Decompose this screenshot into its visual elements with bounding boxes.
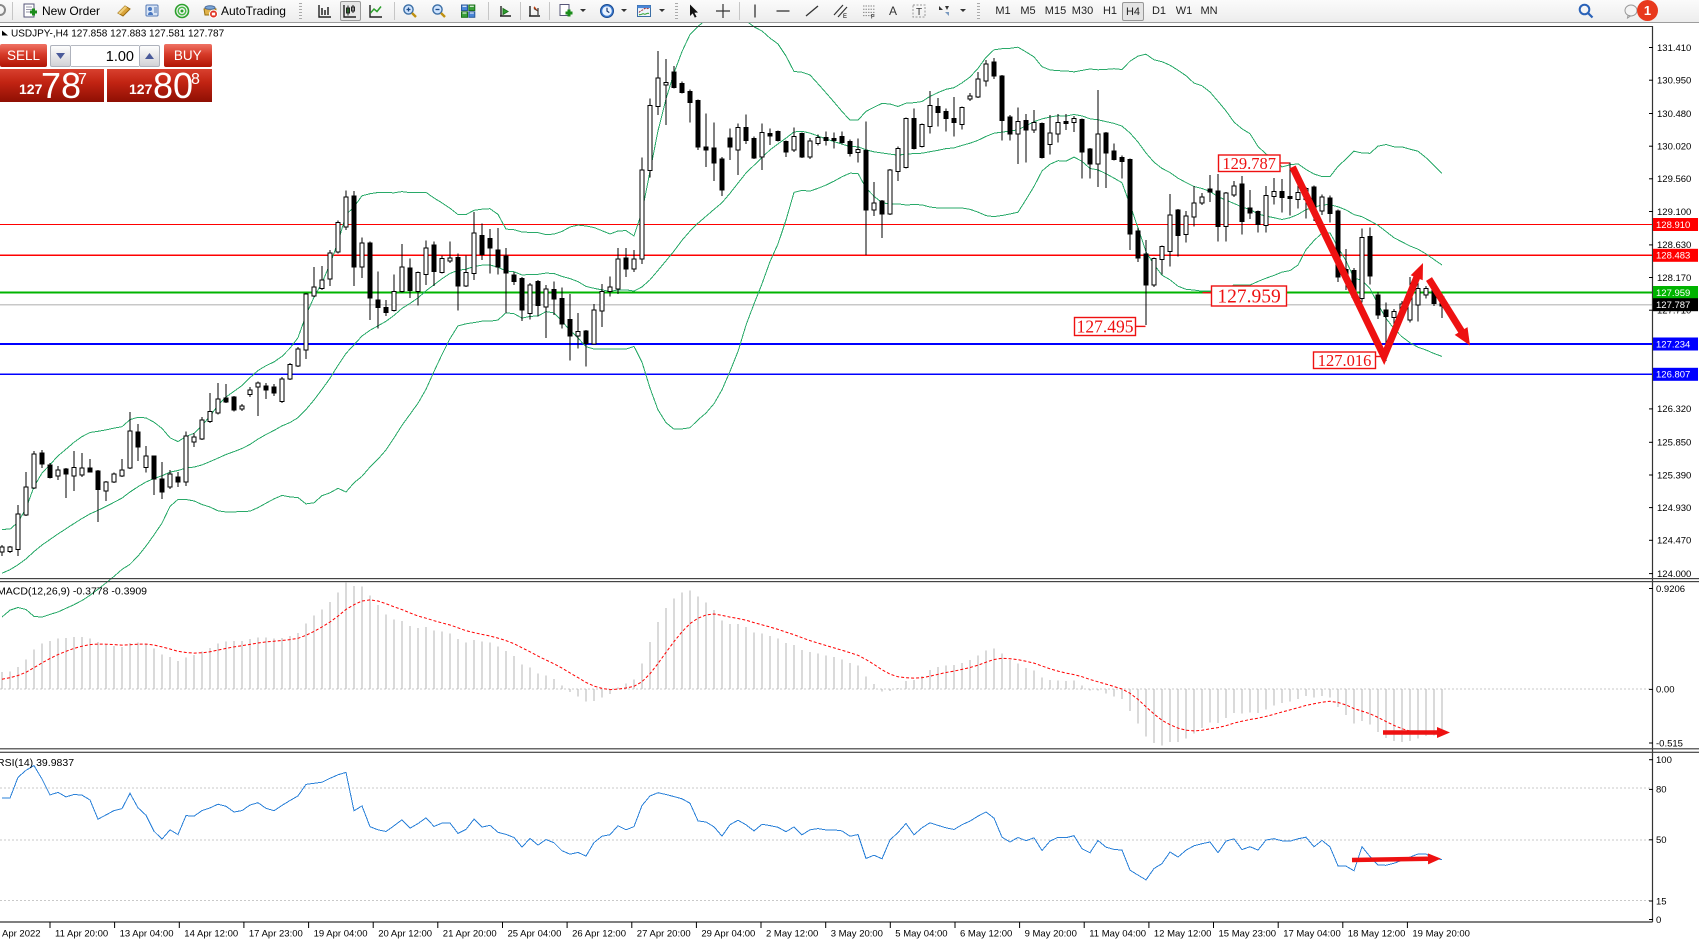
svg-text:124.930: 124.930 xyxy=(1657,503,1691,514)
svg-text:126.320: 126.320 xyxy=(1657,404,1691,415)
svg-text:E: E xyxy=(843,14,847,19)
svg-text:128.483: 128.483 xyxy=(1656,251,1690,262)
svg-text:130.020: 130.020 xyxy=(1657,142,1691,153)
svg-text:127.016: 127.016 xyxy=(1318,351,1372,370)
svg-text:USDJPY-,H4 127.858 127.883 12: USDJPY-,H4 127.858 127.883 127.581 127.7… xyxy=(11,29,225,40)
svg-text:3 May 20:00: 3 May 20:00 xyxy=(831,929,883,940)
svg-text:128.630: 128.630 xyxy=(1657,240,1691,251)
svg-text:124.470: 124.470 xyxy=(1657,536,1691,547)
svg-text:11 May 04:00: 11 May 04:00 xyxy=(1089,929,1146,940)
svg-text:130.950: 130.950 xyxy=(1657,76,1691,87)
svg-text:127.787: 127.787 xyxy=(1656,300,1690,311)
svg-text:17 Apr 23:00: 17 Apr 23:00 xyxy=(249,929,303,940)
svg-text:18 May 12:00: 18 May 12:00 xyxy=(1348,929,1406,940)
svg-text:17 May 04:00: 17 May 04:00 xyxy=(1283,929,1341,940)
svg-text:26 Apr 12:00: 26 Apr 12:00 xyxy=(572,929,626,940)
svg-text:20 Apr 12:00: 20 Apr 12:00 xyxy=(378,929,432,940)
svg-text:12 May 12:00: 12 May 12:00 xyxy=(1154,929,1212,940)
svg-text:25 Apr 04:00: 25 Apr 04:00 xyxy=(508,929,562,940)
svg-text:9 May 20:00: 9 May 20:00 xyxy=(1025,929,1077,940)
svg-text:RSI(14) 39.9837: RSI(14) 39.9837 xyxy=(0,757,74,769)
svg-text:15 May 23:00: 15 May 23:00 xyxy=(1219,929,1277,940)
svg-text:128.170: 128.170 xyxy=(1657,273,1691,284)
svg-text:T: T xyxy=(916,7,922,18)
svg-text:80: 80 xyxy=(1656,785,1667,796)
svg-text:0.9206: 0.9206 xyxy=(1656,584,1685,595)
svg-text:2 May 12:00: 2 May 12:00 xyxy=(766,929,818,940)
svg-text:124.000: 124.000 xyxy=(1657,569,1691,580)
svg-text:MACD(12,26,9) -0.3778 -0.3909: MACD(12,26,9) -0.3778 -0.3909 xyxy=(0,586,147,598)
svg-text:125.850: 125.850 xyxy=(1657,438,1691,449)
svg-text:5 May 04:00: 5 May 04:00 xyxy=(895,929,947,940)
svg-text:6 May 12:00: 6 May 12:00 xyxy=(960,929,1012,940)
svg-text:125.390: 125.390 xyxy=(1657,470,1691,481)
svg-text:127.495: 127.495 xyxy=(1077,316,1134,336)
svg-text:19 Apr 04:00: 19 Apr 04:00 xyxy=(314,929,368,940)
svg-text:29 Apr 04:00: 29 Apr 04:00 xyxy=(701,929,755,940)
svg-text:126.807: 126.807 xyxy=(1656,370,1690,381)
svg-text:127.959: 127.959 xyxy=(1217,287,1280,308)
svg-text:131.410: 131.410 xyxy=(1657,43,1691,54)
svg-text:50: 50 xyxy=(1656,835,1667,846)
svg-text:129.787: 129.787 xyxy=(1222,154,1276,173)
svg-text:F: F xyxy=(871,15,875,20)
svg-text:127.959: 127.959 xyxy=(1656,288,1690,299)
svg-text:13 Apr 04:00: 13 Apr 04:00 xyxy=(120,929,174,940)
svg-text:0: 0 xyxy=(1656,915,1661,926)
svg-text:Apr 2022: Apr 2022 xyxy=(2,929,41,940)
svg-text:15: 15 xyxy=(1656,896,1667,907)
svg-text:19 May 20:00: 19 May 20:00 xyxy=(1412,929,1470,940)
svg-text:27 Apr 20:00: 27 Apr 20:00 xyxy=(637,929,691,940)
svg-text:127.234: 127.234 xyxy=(1656,339,1690,350)
svg-text:129.100: 129.100 xyxy=(1657,207,1691,218)
svg-text:-0.515: -0.515 xyxy=(1656,738,1683,749)
svg-text:129.560: 129.560 xyxy=(1657,174,1691,185)
svg-text:128.910: 128.910 xyxy=(1656,220,1690,231)
svg-text:21 Apr 20:00: 21 Apr 20:00 xyxy=(443,929,497,940)
svg-text:14 Apr 12:00: 14 Apr 12:00 xyxy=(184,929,238,940)
svg-text:130.480: 130.480 xyxy=(1657,109,1691,120)
svg-text:0.00: 0.00 xyxy=(1656,685,1675,696)
svg-text:100: 100 xyxy=(1656,755,1672,766)
svg-text:11 Apr 20:00: 11 Apr 20:00 xyxy=(55,929,108,940)
